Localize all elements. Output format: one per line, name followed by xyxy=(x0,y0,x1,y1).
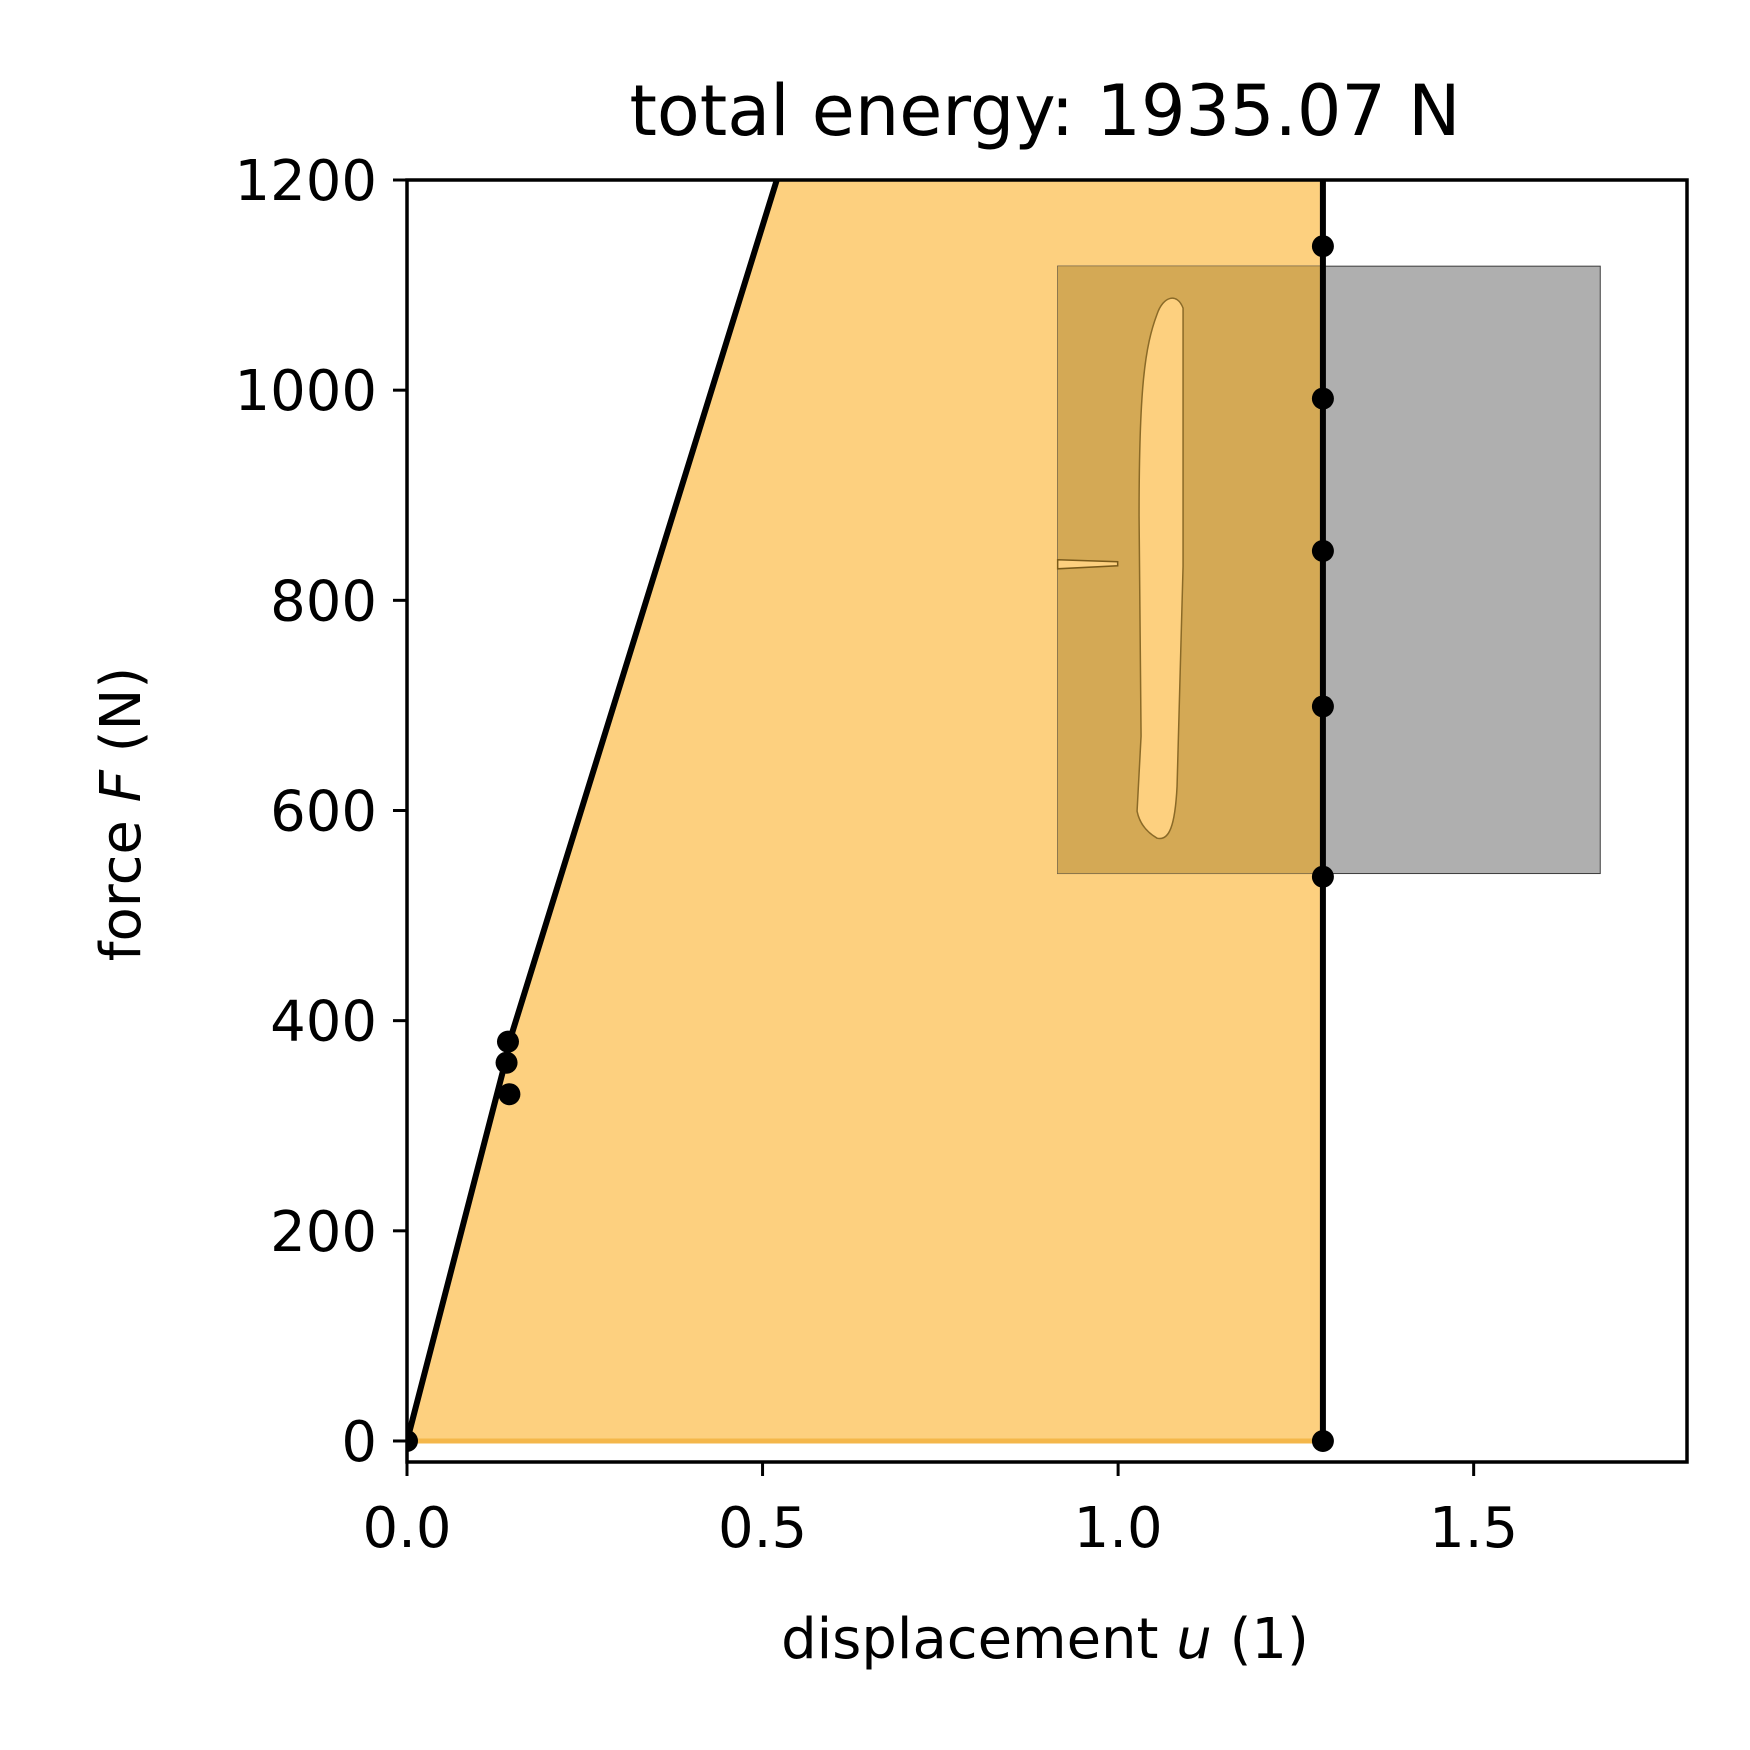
inset-crack xyxy=(1136,297,1184,840)
plot-area: 0.0 0.5 1.0 1.5 0 200 400 600 800 1000 1200 xyxy=(234,149,1689,1561)
y-tick-label-0: 0 xyxy=(341,1410,377,1475)
data-point-9 xyxy=(1311,235,1334,258)
y-tick-label-4: 800 xyxy=(270,569,377,634)
chart-title: total energy: 1935.07 N xyxy=(629,70,1460,152)
y-tick-label-6: 1200 xyxy=(234,149,377,214)
y-tick-label-2: 400 xyxy=(270,990,377,1055)
data-point-1 xyxy=(496,1030,519,1053)
data-point-8 xyxy=(1311,387,1334,410)
axes-frame xyxy=(405,178,1689,1464)
y-tick-label-5: 1000 xyxy=(234,359,377,424)
x-tick-label-2: 1.0 xyxy=(1074,1496,1163,1561)
plot-content xyxy=(407,180,1601,1452)
data-point-6 xyxy=(1311,695,1334,718)
data-point-0 xyxy=(407,1429,418,1452)
x-tick-label-1: 0.5 xyxy=(718,1496,807,1561)
x-tick-label-3: 1.5 xyxy=(1429,1496,1518,1561)
data-point-2 xyxy=(495,1051,518,1074)
data-point-5 xyxy=(1311,865,1334,888)
data-point-7 xyxy=(1311,539,1334,562)
inset-notch xyxy=(1056,559,1119,570)
x-tick-label-0: 0.0 xyxy=(362,1496,451,1561)
x-axis-label: displacement u (1) xyxy=(781,1607,1309,1672)
inset-specimen-overlap xyxy=(1057,266,1323,874)
y-tick-label-1: 200 xyxy=(270,1200,377,1265)
y-tick-label-3: 600 xyxy=(270,779,377,844)
data-point-4 xyxy=(1311,1429,1334,1452)
data-point-3 xyxy=(498,1083,521,1106)
y-axis-label: force F (N) xyxy=(89,667,154,961)
